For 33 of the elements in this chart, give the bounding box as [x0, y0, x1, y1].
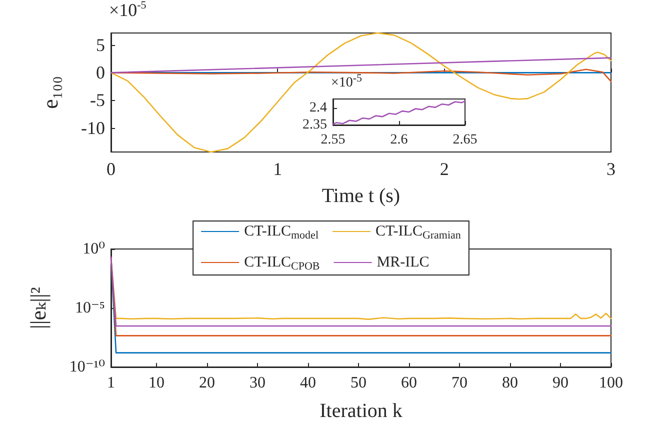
x-tick-label: 80 — [502, 374, 518, 392]
x-tick-label: 20 — [198, 374, 215, 392]
x-tick-label: 30 — [249, 374, 266, 392]
legend-label: MR-ILC — [376, 254, 430, 270]
x-tick-label: 100 — [599, 374, 623, 392]
y-tick-label: 10⁻¹⁰ — [69, 358, 105, 376]
x-tick-label: 2.55 — [320, 132, 346, 148]
line-series — [332, 100, 466, 125]
x-tick-label: 10 — [148, 374, 164, 392]
x-tick-label: 50 — [350, 374, 366, 392]
y-tick-label: 5 — [96, 35, 105, 56]
x-tick-label: 70 — [451, 374, 468, 392]
y-tick-label: 0 — [96, 62, 105, 83]
x-axis-title: Time t (s) — [322, 185, 400, 207]
y-axis-title: e₁₀₀ — [38, 76, 62, 109]
x-tick-label: 2.6 — [390, 132, 408, 148]
y-tick-label: 10⁰ — [82, 240, 105, 258]
y-tick-label: 2.35 — [302, 118, 327, 132]
y-tick-label: 10⁻⁵ — [74, 300, 105, 316]
x-tick-label: 3 — [606, 159, 616, 179]
y-axis-title: ||eₖ||² — [26, 286, 50, 330]
y-tick-label: 2.4 — [310, 100, 327, 116]
line-series — [110, 32, 612, 153]
x-tick-label: 60 — [400, 374, 417, 392]
x-tick-label: 2.65 — [452, 132, 478, 148]
x-tick-label: 90 — [552, 374, 568, 392]
x-tick-label: 2 — [440, 159, 449, 179]
x-axis-title: Iteration k — [320, 400, 402, 422]
y-tick-label: -5 — [90, 90, 105, 110]
x-tick-label: 40 — [300, 374, 316, 392]
x-tick-label: 1 — [273, 159, 282, 179]
y-tick-label: -10 — [81, 118, 105, 138]
x-tick-label: 1 — [107, 374, 115, 392]
